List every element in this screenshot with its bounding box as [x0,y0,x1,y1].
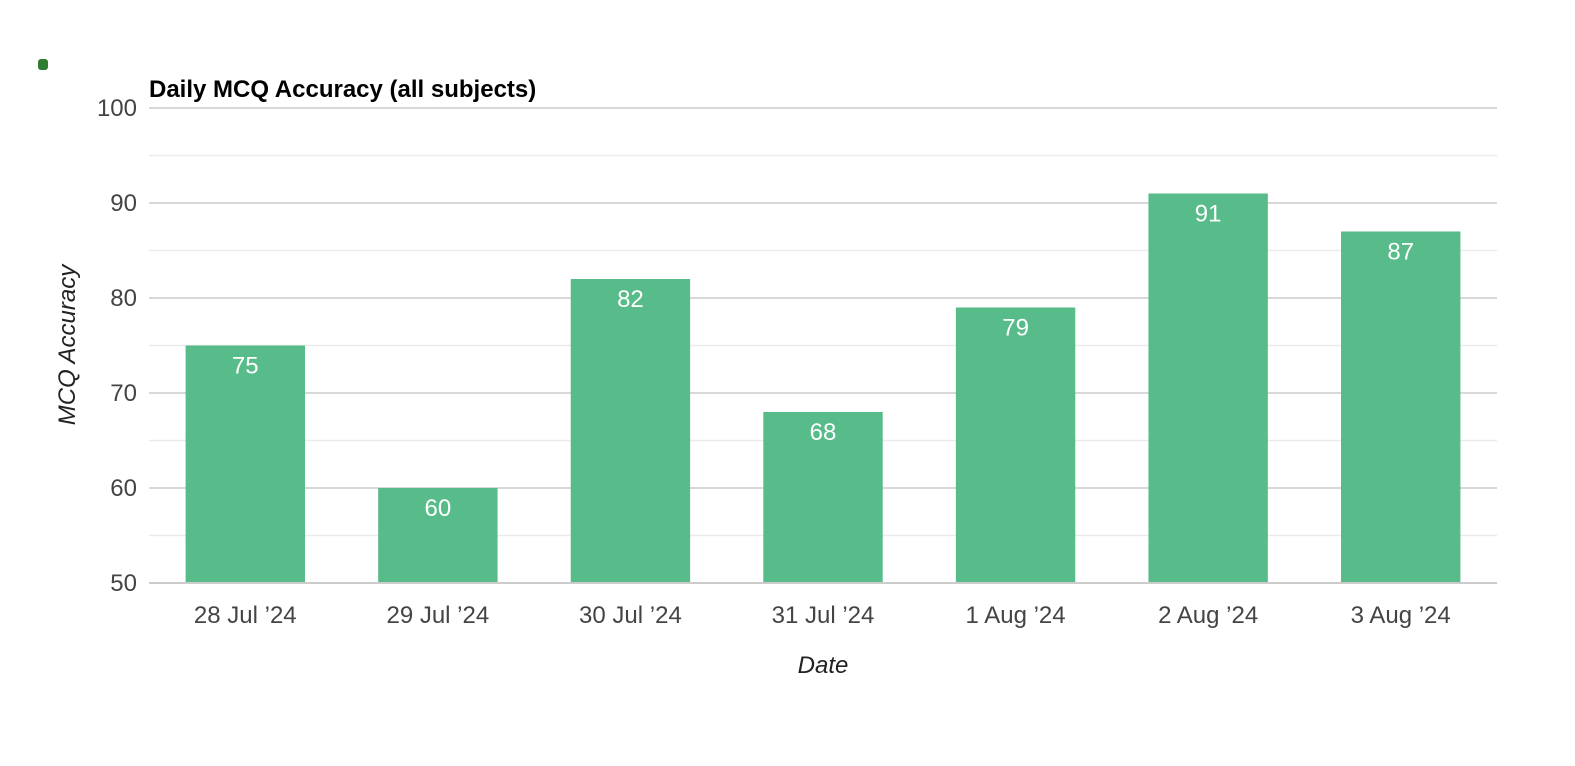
y-tick-label: 100 [97,95,137,122]
y-tick-label: 90 [110,190,137,217]
bar [1341,231,1461,583]
chart-title: Daily MCQ Accuracy (all subjects) [149,76,536,103]
bar [955,307,1076,583]
x-tick-label: 28 Jul ’24 [194,602,297,629]
y-tick-label: 50 [110,570,137,597]
bar [185,345,305,583]
x-tick-label: 29 Jul ’24 [386,602,489,629]
data-label: 60 [425,495,452,522]
data-label: 68 [810,419,837,446]
x-tick-label: 2 Aug ’24 [1158,602,1258,629]
bars [185,193,1461,583]
y-axis-title: MCQ Accuracy [54,263,81,425]
y-tick-label: 60 [110,475,137,502]
y-axis-ticks: 50 60 70 80 90 100 [97,95,137,597]
y-tick-label: 80 [110,285,137,312]
corner-mark [38,59,48,70]
x-axis-title: Date [798,652,849,679]
bar [570,279,691,583]
y-tick-label: 70 [110,380,137,407]
bar [763,412,883,583]
data-label: 87 [1387,239,1414,266]
bar [1148,193,1268,583]
bar [378,488,498,583]
data-label: 82 [617,286,644,313]
data-label: 75 [232,353,259,380]
data-label: 91 [1195,201,1222,228]
data-labels: 75 60 82 68 79 91 87 [232,201,1414,523]
x-tick-label: 3 Aug ’24 [1351,602,1451,629]
data-label: 79 [1002,315,1029,342]
x-tick-label: 30 Jul ’24 [579,602,682,629]
x-tick-label: 1 Aug ’24 [966,602,1066,629]
x-axis-ticks: 28 Jul ’24 29 Jul ’24 30 Jul ’24 31 Jul ’24… [194,602,1451,629]
x-tick-label: 31 Jul ’24 [772,602,875,629]
